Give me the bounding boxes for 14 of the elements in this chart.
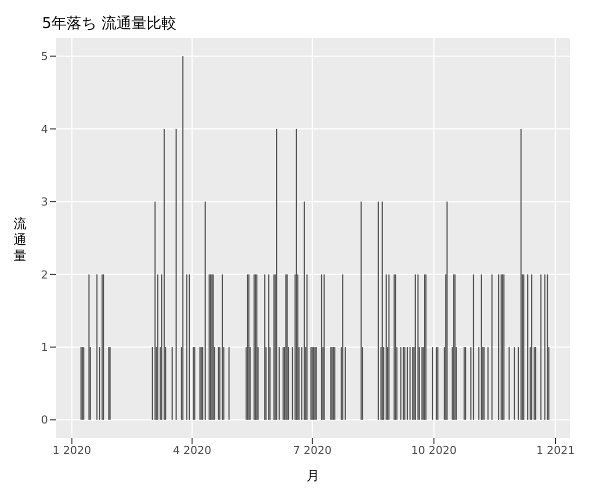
x-tick-label: 1 2020 — [52, 444, 92, 457]
y-tick-label: 4 — [41, 122, 48, 136]
y-tick-label: 3 — [41, 196, 48, 209]
chart-title: 5年落ち 流通量比較 — [42, 14, 176, 33]
y-tick-label: 5 — [41, 50, 48, 64]
y-tick-label: 2 — [41, 268, 48, 282]
x-tick-label: 10 2020 — [411, 444, 457, 457]
x-tick-label: 1 2021 — [536, 444, 575, 457]
y-tick-label: 1 — [41, 340, 48, 354]
x-tick-label: 4 2020 — [172, 444, 212, 457]
y-tick-label: 0 — [41, 414, 48, 427]
x-axis-title: 月 — [306, 469, 320, 484]
x-tick-label: 7 2020 — [293, 444, 332, 457]
y-axis-title: 流通量 — [14, 216, 26, 264]
